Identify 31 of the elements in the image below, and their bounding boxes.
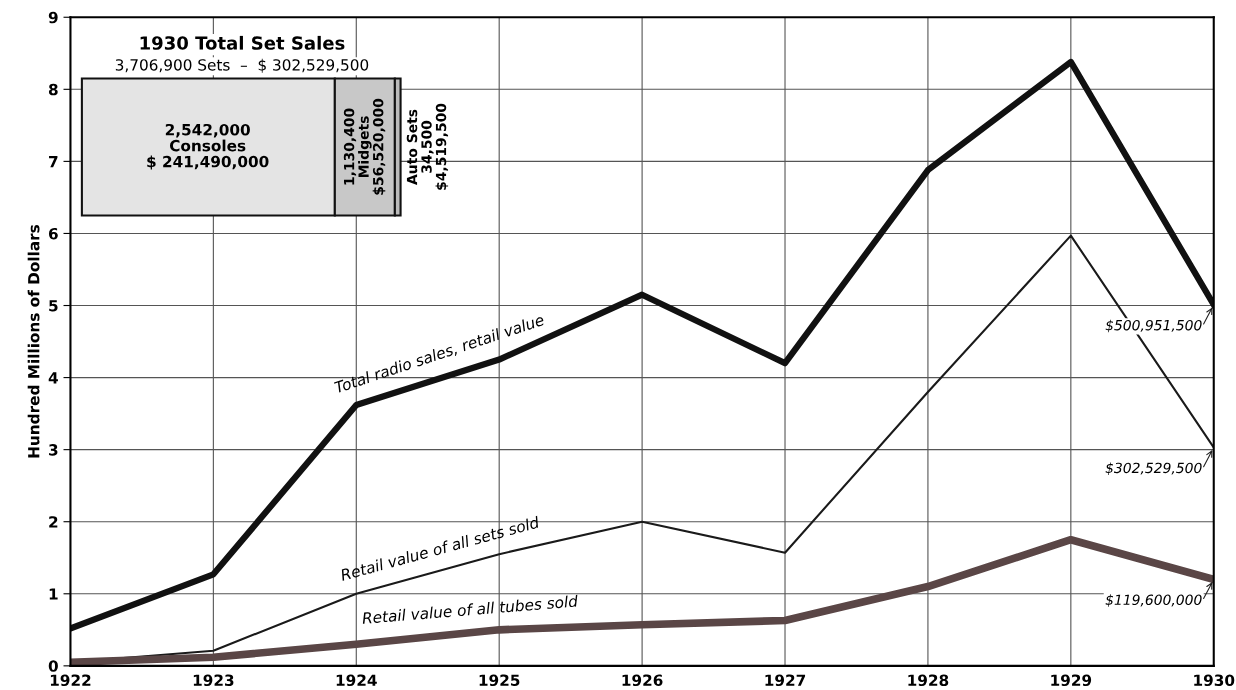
x-tick-label: 1930 <box>1194 674 1235 687</box>
x-tick-label: 1928 <box>908 674 949 687</box>
x-tick-label: 1927 <box>765 674 806 687</box>
annotation: Auto Sets 34,500 $4,519,500 <box>406 103 449 190</box>
y-tick-label: 7 <box>49 156 58 168</box>
x-tick-label: 1929 <box>1051 674 1092 687</box>
annotation: 1,130,400 Midgets $56,520,000 <box>343 98 386 195</box>
y-tick-label: 3 <box>49 444 58 456</box>
series-label: Retail value of all tubes sold <box>361 594 579 625</box>
y-tick-label: 2 <box>49 516 58 528</box>
y-axis-title: Hundred Millions of Dollars <box>27 224 40 458</box>
annotation: $500,951,500 <box>1105 319 1202 333</box>
y-tick-label: 5 <box>49 300 58 312</box>
x-tick-label: 1926 <box>622 674 663 687</box>
annotation: 3,706,900 Sets – $ 302,529,500 <box>115 58 369 73</box>
text: Total radio sales, retail value <box>333 313 546 395</box>
annotation: 2,542,000 Consoles $ 241,490,000 <box>147 123 269 170</box>
y-tick-label: 8 <box>48 83 58 96</box>
text: Retail value of all sets sold <box>339 515 541 581</box>
annotation: $302,529,500 <box>1105 462 1202 475</box>
x-tick-label: 1923 <box>193 674 234 687</box>
annotation: $119,600,000 <box>1105 594 1202 607</box>
y-tick-label: 1 <box>49 588 58 600</box>
y-tick-label: 4 <box>48 372 58 384</box>
annotation: 1930 Total Set Sales <box>140 35 345 50</box>
y-tick-label: 0 <box>48 660 58 672</box>
x-tick-label: 1925 <box>479 674 520 687</box>
x-tick-label: 1922 <box>50 674 91 687</box>
y-tick-label: 9 <box>48 11 58 24</box>
x-tick-label: 1924 <box>336 674 377 687</box>
y-tick-label: 6 <box>48 227 58 240</box>
